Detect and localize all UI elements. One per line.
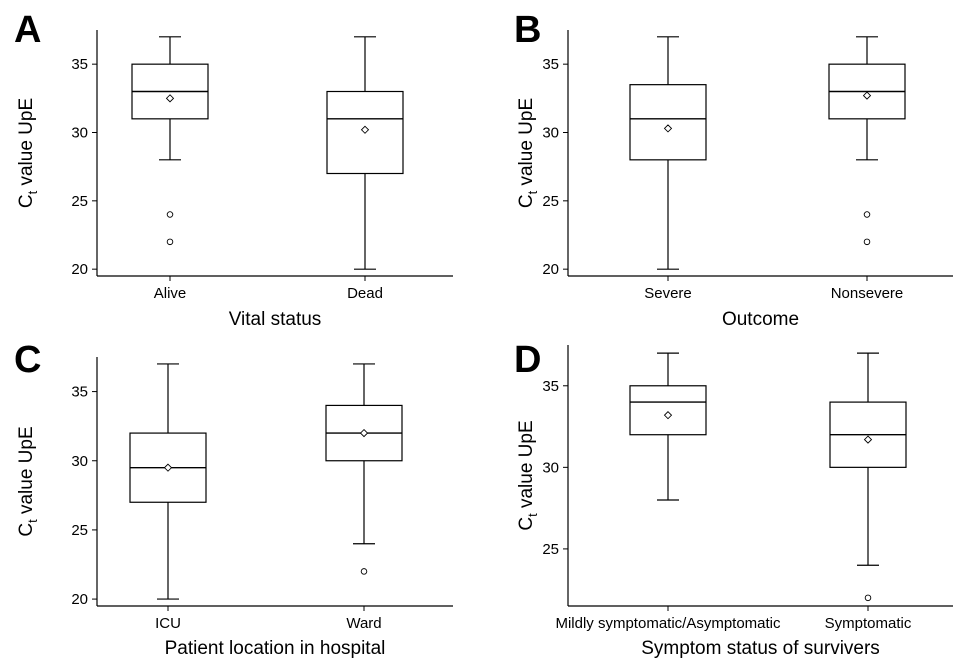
outlier-point [864,594,872,602]
y-axis-title-main: C [16,194,37,208]
x-category-label: ICU [155,615,181,632]
mean-marker [862,91,872,100]
box-1: Mildly symptomatic/Asymptomatic [555,352,781,632]
y-tick-label: 35 [71,56,88,73]
panel-b: B 20 25 30 35 Ct value UpE Outcome Severe Nonsev… [514,9,953,330]
x-category-label: Ward [346,615,381,632]
x-axis-title: Outcome [722,309,799,330]
y-axis-title-subscript: t [525,513,540,517]
y-tick-label: 35 [542,378,559,395]
y-tick-label: 30 [542,125,559,142]
x-category-label: Dead [347,285,383,302]
x-category-label: Alive [154,285,187,302]
y-axis-title-main: C [16,523,37,537]
x-category-label: Symptomatic [825,615,912,632]
panel-letter: B [514,9,541,51]
y-axis-title-rest: value UpE [516,420,537,513]
panel-a: A 20 25 30 35 Ct value UpE Vital status Alive De… [14,9,453,330]
iqr-box [629,385,707,436]
outlier-point [166,211,174,218]
y-tick-label: 30 [71,125,88,142]
y-tick-label: 25 [71,522,88,539]
y-tick-label: 20 [542,261,559,278]
y-axis-title-subscript: t [25,519,40,523]
y-axis-title: Ct value UpE [516,98,540,208]
mean-marker [360,125,370,134]
y-tick-label: 25 [542,193,559,210]
box-1: Severe [629,36,707,302]
y-axis-title: Ct value UpE [516,420,540,530]
y-axis-title-rest: value UpE [16,426,37,519]
panel-letter: C [14,339,41,381]
box-1: ICU [129,363,207,632]
y-axis-title-rest: value UpE [16,98,37,191]
y-axis-title: Ct value UpE [16,98,40,208]
mean-marker [165,94,175,103]
outlier-point [166,238,174,246]
mean-marker [863,435,873,444]
x-axis-title: Vital status [229,309,322,330]
mean-marker [663,124,673,133]
box-2: Ward [325,363,403,632]
y-tick-label: 35 [542,56,559,73]
outlier-point [863,211,871,218]
mean-marker [163,463,173,472]
iqr-box [629,84,707,161]
y-tick-label: 35 [71,384,88,401]
y-axis-title-subscript: t [25,190,40,194]
y-tick-label: 20 [71,591,88,608]
y-axis-title-subscript: t [525,190,540,194]
outlier-point [863,238,871,246]
x-category-label: Severe [644,285,692,302]
y-axis-title: Ct value UpE [16,426,40,536]
panel-c: C 20 25 30 35 Ct value UpE Patient location in… [14,339,453,659]
y-tick-label: 20 [71,261,88,278]
panel-d: D 25 30 35 Ct value UpE Symptom status of sur… [514,339,953,659]
y-axis-title-main: C [516,194,537,208]
x-axis-title: Symptom status of survivers [641,638,880,659]
panel-letter: D [514,339,541,381]
x-category-label: Nonsevere [831,285,904,302]
panel-letter: A [14,9,41,51]
box-2: Nonsevere [828,36,906,302]
y-axis-title-rest: value UpE [516,98,537,191]
y-tick-label: 25 [542,541,559,558]
box-2: Symptomatic [825,352,912,632]
y-axis-title-main: C [516,517,537,531]
y-tick-label: 25 [71,193,88,210]
mean-marker [359,428,369,438]
box-1: Alive [131,36,209,302]
x-axis-title: Patient location in hospital [165,638,386,659]
outlier-point [360,568,368,575]
y-tick-label: 30 [542,459,559,476]
box-2: Dead [326,36,404,302]
y-tick-label: 30 [71,453,88,470]
x-category-label: Mildly symptomatic/Asymptomatic [555,615,781,632]
mean-marker [663,411,673,420]
